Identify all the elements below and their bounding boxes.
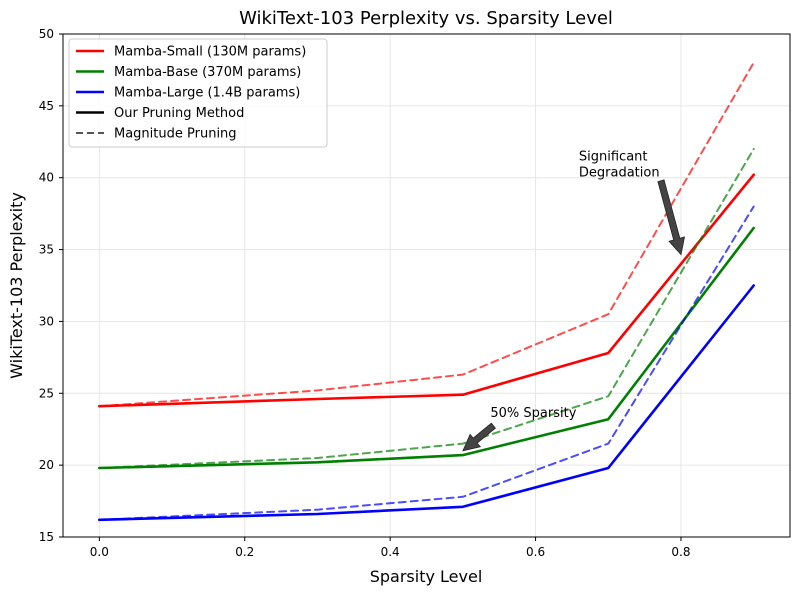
y-axis-title: WikiText-103 Perplexity (7, 192, 26, 379)
chart-title: WikiText-103 Perplexity vs. Sparsity Lev… (239, 8, 613, 29)
x-tick-label: 0.2 (235, 545, 254, 559)
annotation-significant-degradation: Significant Degradation (579, 150, 660, 181)
y-tick-label: 45 (39, 99, 54, 113)
y-tick-label: 20 (39, 458, 54, 472)
legend-box (68, 38, 328, 148)
annotation-line: Significant (579, 150, 648, 165)
series-line-5 (98, 205, 755, 521)
y-tick-label: 50 (39, 27, 54, 41)
series-line-1 (98, 226, 756, 470)
y-tick-label: 40 (39, 171, 54, 185)
annotation-arrow-50-sparsity (462, 422, 496, 452)
series-line-3 (98, 61, 755, 408)
x-axis-title: Sparsity Level (370, 567, 483, 586)
x-tick-label: 0.4 (381, 545, 400, 559)
y-tick-label: 25 (39, 386, 54, 400)
series-line-0 (98, 173, 756, 408)
legend: Mamba-Small (130M params) Mamba-Base (370… (68, 38, 328, 148)
annotation-line: Degradation (579, 166, 660, 181)
x-tick-label: 0.8 (671, 545, 690, 559)
legend-label-2: Mamba-Large (1.4B params) (114, 86, 300, 101)
gridlines (63, 33, 790, 538)
legend-label-3: Our Pruning Method (114, 106, 244, 121)
x-tick-label: 0.6 (526, 545, 545, 559)
y-tick-label: 35 (39, 243, 54, 257)
series-line-4 (98, 148, 755, 469)
plot-frame (62, 33, 791, 538)
legend-label-4: Magnitude Pruning (114, 127, 237, 142)
y-tick-label: 15 (39, 530, 54, 544)
annotation-50-sparsity: 50% Sparsity (490, 406, 576, 421)
series-line-2 (98, 284, 756, 522)
x-tick-label: 0.0 (90, 545, 109, 559)
annotations: 50% Sparsity Significant Degradation (462, 150, 686, 452)
y-tick-label: 30 (39, 314, 54, 328)
axis-ticks: 0.0 0.2 0.4 0.6 0.8 15 20 25 30 35 40 45 50 (39, 27, 691, 559)
annotation-arrow-degradation (657, 179, 686, 256)
series-lines (98, 61, 756, 522)
legend-label-1: Mamba-Base (370M params) (114, 65, 301, 80)
legend-label-0: Mamba-Small (130M params) (114, 45, 306, 60)
